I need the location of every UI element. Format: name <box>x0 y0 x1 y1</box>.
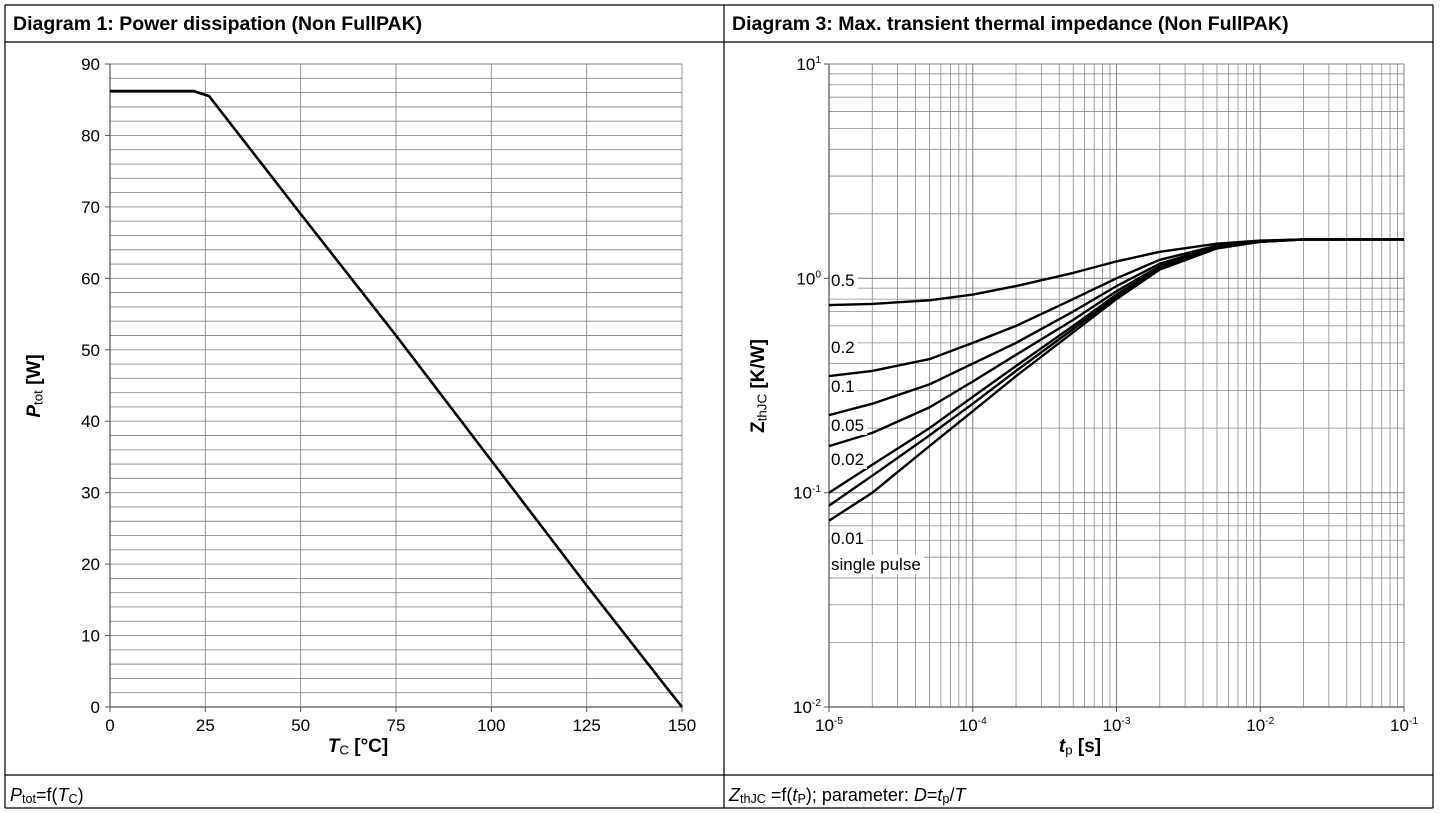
series-label: 0.05 <box>831 416 864 435</box>
label-background <box>830 450 868 469</box>
x-tick-label: 0 <box>105 716 114 735</box>
x-tick-label: 10-4 <box>959 716 987 735</box>
grid <box>828 63 1405 708</box>
x-tick-label: 10-2 <box>1246 716 1274 735</box>
panel-header: Diagram 1: Power dissipation (Non FullPA… <box>13 13 422 35</box>
y-tick-label: 60 <box>81 269 100 288</box>
label-background <box>830 416 868 435</box>
y-tick-label: 90 <box>81 55 100 74</box>
y-axis-label: Ptot [W] <box>24 354 45 417</box>
thermal-impedance-panel: Diagram 3: Max. transient thermal impeda… <box>728 13 1418 806</box>
x-tick-label: 10-5 <box>815 716 843 735</box>
label-background <box>830 377 858 396</box>
series-label: 0.2 <box>831 338 855 357</box>
series-label: 0.01 <box>831 529 864 548</box>
x-axis-label: tp [s] <box>1059 736 1101 757</box>
panel-footer-formula: Ptot=f(TC) <box>10 785 84 806</box>
series-label: 0.02 <box>831 450 864 469</box>
y-tick-label: 10-2 <box>793 698 821 717</box>
power-dissipation-panel: Diagram 1: Power dissipation (Non FullPA… <box>10 13 696 806</box>
curve-single-pulse <box>828 238 1404 522</box>
y-tick-label: 80 <box>81 126 100 145</box>
y-tick-label: 10-1 <box>793 484 821 503</box>
x-tick-label: 75 <box>387 716 406 735</box>
panel-header: Diagram 3: Max. transient thermal impeda… <box>732 13 1289 35</box>
x-axis-label: TC [°C] <box>328 736 388 757</box>
y-tick-label: 40 <box>81 412 100 431</box>
y-tick-label: 101 <box>796 55 821 74</box>
table-frame <box>4 4 1434 809</box>
label-background <box>830 529 868 548</box>
series-label: single pulse <box>831 555 921 574</box>
x-tick-label: 100 <box>477 716 505 735</box>
grid <box>109 63 683 708</box>
series-label: 0.1 <box>831 377 855 396</box>
power-curve <box>110 89 684 708</box>
impedance-curves <box>828 238 1404 522</box>
x-tick-label: 125 <box>572 716 600 735</box>
y-tick-label: 70 <box>81 198 100 217</box>
x-tick-label: 10-3 <box>1103 716 1131 735</box>
series-label: 0.5 <box>831 271 855 290</box>
x-tick-label: 10-1 <box>1390 716 1418 735</box>
y-tick-label: 10 <box>81 627 100 646</box>
label-background <box>830 555 924 574</box>
y-tick-label: 100 <box>796 269 821 288</box>
x-tick-label: 150 <box>668 716 696 735</box>
y-tick-label: 20 <box>81 555 100 574</box>
y-tick-label: 0 <box>91 698 100 717</box>
label-background <box>830 271 858 290</box>
y-tick-label: 30 <box>81 484 100 503</box>
y-axis-label: ZthJC [K/W] <box>748 339 769 433</box>
panel-footer-formula: ZthJC =f(tP); parameter: D=tp/T <box>728 785 967 806</box>
x-tick-label: 25 <box>196 716 215 735</box>
label-background <box>830 338 858 357</box>
y-tick-label: 50 <box>81 341 100 360</box>
series-labels: 0.5 0.2 0.1 0.05 0.02 0.01 single pulse <box>830 271 924 574</box>
x-tick-label: 50 <box>291 716 310 735</box>
